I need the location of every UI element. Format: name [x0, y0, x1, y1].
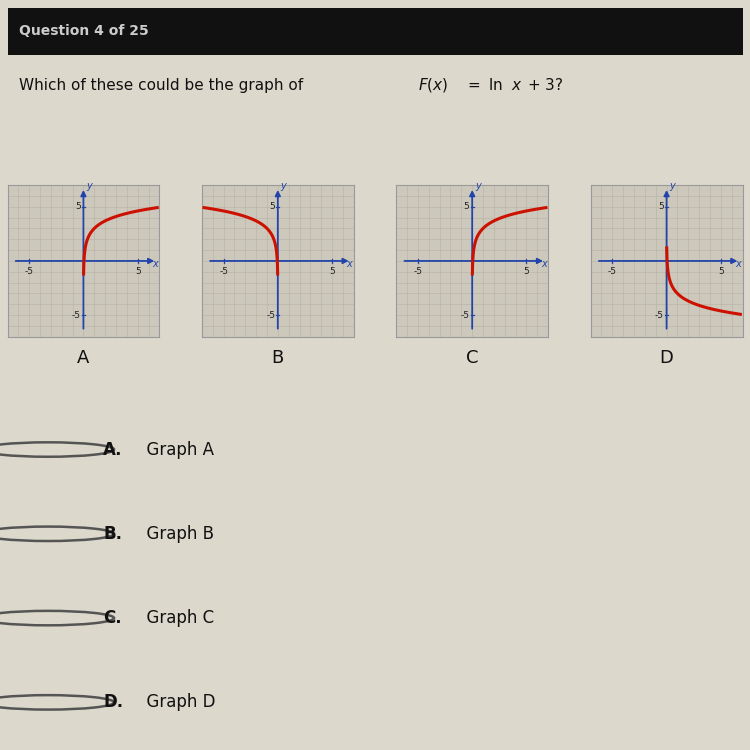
Text: Question 4 of 25: Question 4 of 25	[19, 24, 148, 38]
Text: -5: -5	[608, 268, 616, 277]
Text: $+$ 3?: $+$ 3?	[527, 77, 563, 93]
Text: $=$ ln: $=$ ln	[460, 77, 504, 93]
Text: 5: 5	[135, 268, 140, 277]
Text: x: x	[541, 259, 547, 269]
Text: -5: -5	[460, 310, 470, 320]
Text: -5: -5	[25, 268, 34, 277]
Text: x: x	[346, 259, 352, 269]
Text: Graph B: Graph B	[136, 525, 214, 543]
Text: Graph C: Graph C	[136, 609, 214, 627]
Text: y: y	[86, 182, 92, 191]
Text: y: y	[669, 182, 675, 191]
Text: C.: C.	[103, 609, 122, 627]
Text: -5: -5	[219, 268, 228, 277]
Text: x: x	[735, 259, 741, 269]
Text: -5: -5	[266, 310, 275, 320]
Text: 5: 5	[658, 202, 664, 211]
Text: A.: A.	[103, 440, 122, 458]
Text: C: C	[466, 349, 478, 367]
Text: y: y	[280, 182, 286, 191]
Text: 5: 5	[524, 268, 530, 277]
Text: Which of these could be the graph of: Which of these could be the graph of	[19, 78, 307, 93]
Text: 5: 5	[75, 202, 81, 211]
Text: 5: 5	[269, 202, 275, 211]
Text: x: x	[152, 259, 158, 269]
Text: 5: 5	[329, 268, 335, 277]
Text: $x$: $x$	[511, 78, 523, 93]
Text: B: B	[272, 349, 284, 367]
Text: -5: -5	[655, 310, 664, 320]
Text: 5: 5	[464, 202, 470, 211]
Text: y: y	[475, 182, 481, 191]
Text: -5: -5	[413, 268, 422, 277]
Text: D.: D.	[103, 693, 123, 711]
Text: Graph D: Graph D	[136, 693, 216, 711]
Text: -5: -5	[72, 310, 81, 320]
Text: 5: 5	[718, 268, 724, 277]
Text: Graph A: Graph A	[136, 440, 214, 458]
Text: D: D	[660, 349, 674, 367]
Text: $F(x)$: $F(x)$	[418, 76, 448, 94]
Text: A: A	[77, 349, 89, 367]
Text: B.: B.	[103, 525, 122, 543]
